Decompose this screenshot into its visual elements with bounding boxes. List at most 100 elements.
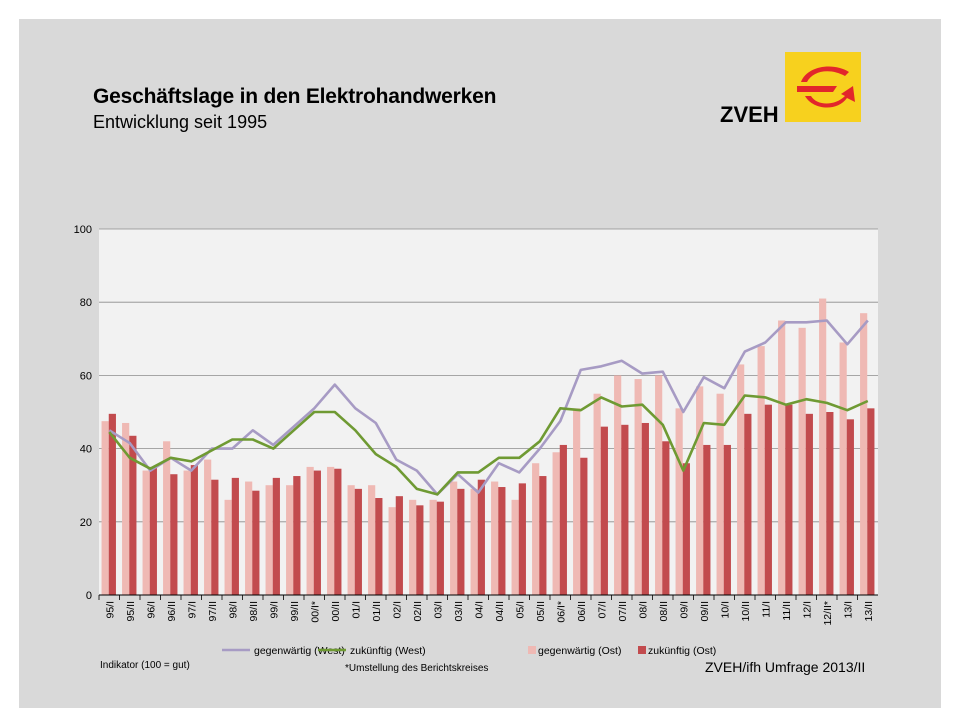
- x-tick-label: 11/I: [760, 601, 772, 618]
- bar-zukünftig-ost: [764, 404, 772, 595]
- bar-zukünftig-ost: [559, 444, 567, 595]
- x-tick-label: 95/I: [104, 601, 116, 619]
- bar-gegenwärtig-ost: [347, 485, 355, 595]
- bar-series: [101, 298, 875, 595]
- legend-label-gegenwärtig-ost: gegenwärtig (Ost): [538, 645, 621, 657]
- page-subtitle: Entwicklung seit 1995: [93, 112, 268, 132]
- bar-zukünftig-ost: [170, 474, 178, 595]
- bar-zukünftig-ost: [293, 476, 301, 595]
- bar-zukünftig-ost: [867, 408, 875, 595]
- bar-gegenwärtig-ost: [470, 488, 478, 595]
- legend-label-zukünftig-ost: zukünftig (Ost): [648, 645, 716, 657]
- bar-gegenwärtig-ost: [593, 393, 601, 595]
- bar-gegenwärtig-ost: [737, 364, 745, 595]
- bar-gegenwärtig-ost: [388, 507, 396, 595]
- y-tick-label: 40: [80, 444, 92, 456]
- bar-gegenwärtig-ost: [429, 499, 437, 595]
- x-tick-label: 08/I: [637, 601, 649, 619]
- y-tick-label: 60: [80, 370, 92, 382]
- x-tick-label: 02/I: [391, 601, 403, 619]
- legend-label-zukünftig-west: zukünftig (West): [350, 645, 426, 657]
- bar-gegenwärtig-ost: [306, 466, 314, 595]
- bar-gegenwärtig-ost: [798, 327, 806, 595]
- bar-zukünftig-ost: [744, 413, 752, 595]
- bar-zukünftig-ost: [334, 468, 342, 595]
- x-tick-label: 96/II: [166, 601, 178, 621]
- x-tick-label: 04/II: [494, 601, 506, 621]
- y-tick-label: 100: [74, 224, 92, 236]
- bar-zukünftig-ost: [539, 476, 547, 595]
- line-zukünftig-west: [108, 394, 869, 496]
- bar-gegenwärtig-ost: [696, 386, 704, 595]
- bar-gegenwärtig-ost: [532, 463, 540, 595]
- x-tick-label: 07/II: [617, 601, 629, 621]
- bar-zukünftig-ost: [785, 404, 793, 595]
- bar-zukünftig-ost: [662, 441, 670, 595]
- x-tick-label: 12/II*: [822, 601, 834, 626]
- bar-zukünftig-ost: [518, 483, 526, 595]
- zveh-logo: [785, 52, 861, 122]
- bar-gegenwärtig-ost: [675, 408, 683, 595]
- bar-gegenwärtig-ost: [839, 342, 847, 595]
- bar-zukünftig-ost: [129, 435, 137, 595]
- x-axis-labels: 95/I 95/II 96/I 96/II 97/I 97/II 98/I 98/II 99/I…: [98, 595, 875, 626]
- bar-gegenwärtig-ost: [450, 481, 458, 595]
- y-tick-label: 20: [80, 517, 92, 529]
- bar-gegenwärtig-ost: [101, 421, 109, 595]
- bar-zukünftig-ost: [477, 479, 485, 595]
- bar-zukünftig-ost: [682, 463, 690, 595]
- x-tick-label: 13/II: [863, 601, 875, 621]
- bar-zukünftig-ost: [395, 496, 403, 595]
- bar-gegenwärtig-ost: [409, 499, 417, 595]
- bar-gegenwärtig-ost: [183, 470, 191, 595]
- x-tick-label: 97/I: [186, 601, 198, 619]
- x-tick-label: 96/I: [145, 601, 157, 619]
- bar-gegenwärtig-ost: [819, 298, 827, 595]
- bar-zukünftig-ost: [580, 457, 588, 595]
- x-tick-label: 99/II: [289, 601, 301, 621]
- bar-zukünftig-ost: [252, 490, 260, 595]
- x-tick-label: 01/II: [371, 601, 383, 621]
- x-tick-label: 03/II: [453, 601, 465, 621]
- bar-zukünftig-ost: [621, 424, 629, 595]
- bar-zukünftig-ost: [231, 477, 239, 595]
- legend-swatch-zukünftig-ost: [638, 646, 646, 654]
- bar-gegenwärtig-ost: [122, 422, 130, 595]
- bar-gegenwärtig-ost: [245, 481, 253, 595]
- bar-zukünftig-ost: [600, 426, 608, 595]
- bar-gegenwärtig-ost: [778, 320, 786, 595]
- bar-zukünftig-ost: [846, 419, 854, 595]
- bar-zukünftig-ost: [354, 488, 362, 595]
- x-tick-label: 98/II: [248, 601, 260, 621]
- legend: gegenwärtig (West) zukünftig (West) gegenw…: [222, 645, 716, 657]
- x-tick-label: 03/I: [432, 601, 444, 619]
- bar-gegenwärtig-ost: [368, 485, 376, 595]
- legend-swatch-gegenwärtig-ost: [528, 646, 536, 654]
- bar-zukünftig-ost: [703, 444, 711, 595]
- x-tick-label: 04/I: [473, 601, 485, 619]
- bar-zukünftig-ost: [375, 498, 383, 595]
- brand-name: ZVEH: [720, 102, 779, 127]
- x-tick-label: 09/I: [678, 601, 690, 619]
- bar-zukünftig-ost: [436, 501, 444, 595]
- bar-gegenwärtig-ost: [224, 499, 232, 595]
- bar-zukünftig-ost: [211, 479, 219, 595]
- bar-gegenwärtig-ost: [204, 459, 212, 595]
- bar-gegenwärtig-ost: [614, 375, 622, 595]
- bar-zukünftig-ost: [641, 422, 649, 595]
- x-tick-label: 98/I: [227, 601, 239, 619]
- bar-zukünftig-ost: [149, 466, 157, 595]
- bar-gegenwärtig-ost: [163, 441, 171, 595]
- bar-gegenwärtig-ost: [552, 452, 560, 595]
- bar-gegenwärtig-ost: [757, 346, 765, 595]
- bar-gegenwärtig-ost: [142, 470, 150, 595]
- bar-zukünftig-ost: [416, 505, 424, 595]
- y-tick-label: 80: [80, 297, 92, 309]
- bar-zukünftig-ost: [108, 413, 116, 595]
- x-tick-label: 00/I*: [309, 601, 321, 623]
- x-tick-label: 13/I: [842, 601, 854, 619]
- x-tick-label: 10/I: [719, 601, 731, 619]
- bar-zukünftig-ost: [826, 412, 834, 595]
- line-gegenwärtig-west: [108, 319, 869, 496]
- x-tick-label: 95/II: [125, 601, 137, 621]
